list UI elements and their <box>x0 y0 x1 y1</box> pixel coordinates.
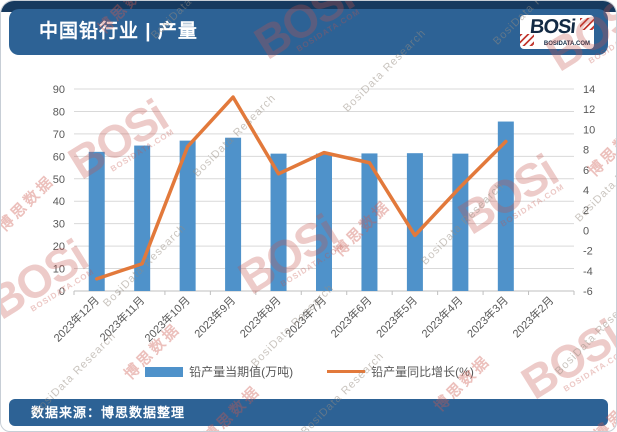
bar <box>88 151 105 291</box>
bar <box>179 140 196 291</box>
x-axis-category-label: 2023年10月 <box>141 293 192 344</box>
right-axis-tick-label: 14 <box>583 84 595 96</box>
logo-domain: BOSIDATA.COM <box>543 41 590 47</box>
bar <box>497 121 514 292</box>
bar <box>406 153 423 291</box>
chart-legend: 铅产量当期值(万吨) 铅产量同比增长(%) <box>1 363 616 380</box>
left-axis-tick-label: 80 <box>53 106 65 118</box>
left-axis-tick-label: 10 <box>53 264 65 276</box>
bar <box>316 153 332 291</box>
legend-item-line-series: 铅产量同比增长(%) <box>327 363 474 380</box>
left-axis-tick-label: 0 <box>59 286 65 298</box>
footer-bar: 数据来源：博思数据整理 <box>9 399 608 426</box>
x-axis-category-label: 2023年12月 <box>50 293 101 344</box>
x-axis-category-label: 2023年9月 <box>191 293 238 340</box>
logo-wordmark: BOSi <box>528 16 577 38</box>
right-axis-tick-label: 4 <box>583 185 589 197</box>
left-axis-tick-label: 90 <box>53 84 65 96</box>
x-axis-category-label: 2023年5月 <box>373 293 420 340</box>
x-axis-category-label: 2023年3月 <box>464 293 511 340</box>
card-top-band <box>1 1 616 12</box>
right-axis-tick-label: 12 <box>583 104 595 116</box>
line-series-label: 铅产量同比增长(%) <box>371 365 474 379</box>
right-axis-tick-label: -2 <box>583 246 593 258</box>
right-axis-tick-label: -4 <box>583 266 593 278</box>
bar <box>361 153 378 291</box>
left-axis-tick-label: 50 <box>53 174 65 186</box>
trend-line <box>94 95 508 281</box>
bar-series-label: 铅产量当期值(万吨) <box>189 365 294 379</box>
right-axis-tick-label: -6 <box>583 286 593 298</box>
x-axis-category-label: 2023年2月 <box>509 293 556 340</box>
header: 中国铅行业 | 产量 BOSi BOSIDATA.COM <box>9 9 608 55</box>
x-axis-category-label: 2023年8月 <box>237 293 284 340</box>
left-axis-tick-label: 20 <box>53 241 65 253</box>
left-axis-tick-label: 70 <box>53 129 65 141</box>
right-axis-tick-label: 6 <box>583 165 589 177</box>
logo-stripes-icon <box>520 34 534 46</box>
legend-item-bar-series: 铅产量当期值(万吨) <box>145 363 293 380</box>
bar <box>270 153 287 291</box>
logo-stripes-icon <box>580 18 594 30</box>
left-axis-tick-label: 60 <box>53 151 65 163</box>
x-axis-category-label: 2023年6月 <box>327 293 374 340</box>
x-axis-category-label: 2023年4月 <box>418 293 465 340</box>
x-axis-category-label: 2023年11月 <box>96 293 147 344</box>
bar <box>225 137 242 291</box>
page-title: 中国铅行业 | 产量 <box>39 21 198 42</box>
bar-series-swatch-icon <box>145 366 184 377</box>
bosi-logo: BOSi BOSIDATA.COM <box>520 15 594 49</box>
bar <box>134 145 151 291</box>
left-axis-tick-label: 40 <box>53 196 65 208</box>
bar <box>452 153 469 291</box>
combo-chart: 0 10 20 30 40 50 60 70 80 90 -6 -4 -2 0 2 4 6 8 10 12 14 2023… <box>50 84 595 345</box>
left-axis-tick-label: 30 <box>53 219 65 231</box>
x-axis-category-label: 2023年7月 <box>282 293 329 340</box>
right-axis-tick-label: 10 <box>583 124 595 136</box>
data-source-text: 数据来源：博思数据整理 <box>31 405 186 420</box>
line-series-swatch-icon <box>327 370 366 373</box>
right-axis-tick-label: 0 <box>583 225 589 237</box>
right-axis-tick-label: 2 <box>583 205 589 217</box>
right-axis-tick-label: 8 <box>583 145 589 157</box>
